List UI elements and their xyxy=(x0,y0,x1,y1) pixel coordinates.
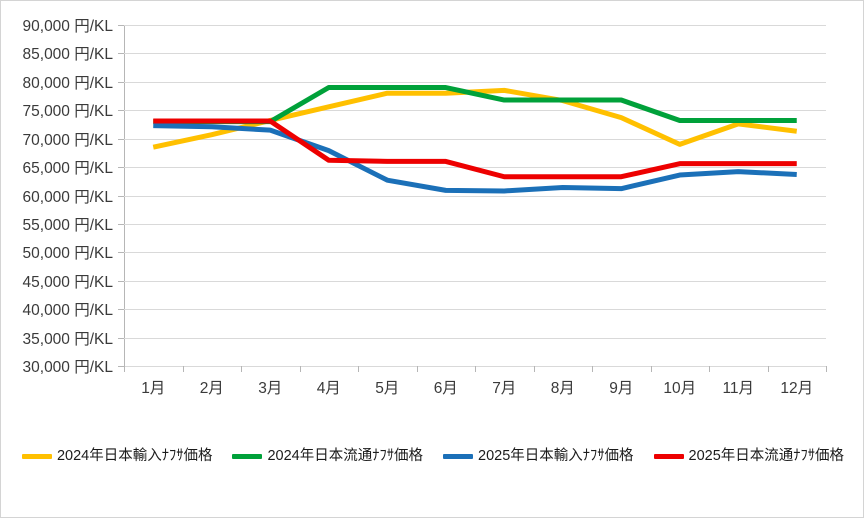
y-axis-label: 60,000 円/KL xyxy=(22,188,113,206)
y-axis-tick xyxy=(118,110,124,112)
legend-swatch-icon xyxy=(21,453,52,459)
chart-legend: 2024年日本輸入ﾅﾌｻ価格 2024年日本流通ﾅﾌｻ価格 2025年日本輸入ﾅﾌｻ… xyxy=(1,448,863,464)
legend-swatch-icon xyxy=(232,453,263,459)
x-axis-label: 1月 xyxy=(141,380,166,397)
legend-item-label: 2025年日本輸入ﾅﾌｻ価格 xyxy=(478,448,634,464)
y-axis-tick xyxy=(118,195,124,197)
x-axis-label: 6月 xyxy=(433,380,458,397)
legend-swatch-icon xyxy=(653,453,684,459)
x-axis-tick xyxy=(475,366,476,372)
x-axis-label: 7月 xyxy=(492,380,517,397)
gridline xyxy=(124,53,826,55)
y-axis-label: 90,000 円/KL xyxy=(22,18,113,35)
series-line xyxy=(153,118,797,180)
y-axis-label: 40,000 円/KL xyxy=(22,302,113,320)
x-axis-tick xyxy=(533,366,535,372)
y-axis-tick xyxy=(118,223,124,225)
x-axis-tick xyxy=(299,366,301,372)
y-axis-tick xyxy=(118,252,124,254)
x-axis-tick xyxy=(358,366,359,372)
y-axis-tick xyxy=(118,53,124,55)
series-line xyxy=(153,123,797,194)
y-axis-label: 85,000 円/KL xyxy=(22,46,113,64)
gridline xyxy=(124,337,826,339)
y-axis-tick xyxy=(118,167,124,169)
x-axis-label: 3月 xyxy=(258,380,283,397)
y-axis-label: 35,000 円/KL xyxy=(22,330,113,348)
gridline xyxy=(124,81,826,83)
x-axis-tick xyxy=(124,366,125,372)
y-axis-tick xyxy=(118,366,124,367)
x-axis-tick xyxy=(241,366,242,372)
legend-item[interactable]: 2025年日本流通ﾅﾌｻ価格 xyxy=(653,448,845,464)
plot-area xyxy=(118,25,826,367)
x-axis-label: 5月 xyxy=(375,380,400,397)
x-axis-label: 12月 xyxy=(780,380,814,397)
gridline xyxy=(124,195,826,197)
y-axis-tick xyxy=(118,309,124,311)
legend-item[interactable]: 2024年日本流通ﾅﾌｻ価格 xyxy=(232,449,423,464)
x-axis-tick xyxy=(592,366,593,372)
x-axis-label: 9月 xyxy=(609,380,634,397)
x-axis-tick xyxy=(767,366,769,372)
y-axis-tick xyxy=(118,138,124,140)
gridline xyxy=(124,138,826,140)
gridline xyxy=(124,252,826,254)
y-axis-tick xyxy=(118,280,124,282)
gridline xyxy=(124,223,826,225)
legend-item-label: 2025年日本流通ﾅﾌｻ価格 xyxy=(688,448,845,464)
x-axis-tick xyxy=(650,366,652,372)
series-line xyxy=(153,85,797,125)
y-axis-label: 55,000 円/KL xyxy=(22,216,113,234)
y-axis-label: 50,000 円/KL xyxy=(22,245,113,263)
x-axis-tick xyxy=(182,366,184,372)
x-axis-tick xyxy=(826,366,827,372)
x-axis-tick xyxy=(709,366,710,372)
y-axis-label: 70,000 円/KL xyxy=(22,131,113,149)
legend-item[interactable]: 2025年日本輸入ﾅﾌｻ価格 xyxy=(443,449,634,464)
x-axis-tick xyxy=(416,366,418,372)
gridline xyxy=(124,25,826,26)
gridline xyxy=(124,280,826,282)
y-axis-tick xyxy=(118,25,124,26)
x-axis-label: 4月 xyxy=(316,380,341,397)
x-axis-label: 8月 xyxy=(550,380,575,397)
series-lines xyxy=(152,85,798,194)
legend-item-label: 2024年日本輸入ﾅﾌｻ価格 xyxy=(56,448,213,464)
y-axis-label: 75,000 円/KL xyxy=(22,103,113,121)
x-axis-label: 2月 xyxy=(199,380,224,397)
y-axis-label: 45,000 円/KL xyxy=(22,273,113,291)
legend-item-label: 2024年日本流通ﾅﾌｻ価格 xyxy=(267,448,423,464)
y-axis-label: 30,000 円/KL xyxy=(22,359,113,376)
gridline xyxy=(124,110,826,112)
x-axis-label: 11月 xyxy=(722,380,755,397)
legend-item[interactable]: 2024年日本輸入ﾅﾌｻ価格 xyxy=(21,448,213,464)
gridline xyxy=(124,309,826,311)
legend-swatch-icon xyxy=(443,453,473,459)
y-axis-tick xyxy=(118,81,124,83)
x-axis-label: 10月 xyxy=(663,380,697,397)
y-axis-tick xyxy=(118,337,124,339)
y-axis-label: 80,000 円/KL xyxy=(22,74,113,92)
y-axis-label: 65,000 円/KL xyxy=(22,160,113,178)
